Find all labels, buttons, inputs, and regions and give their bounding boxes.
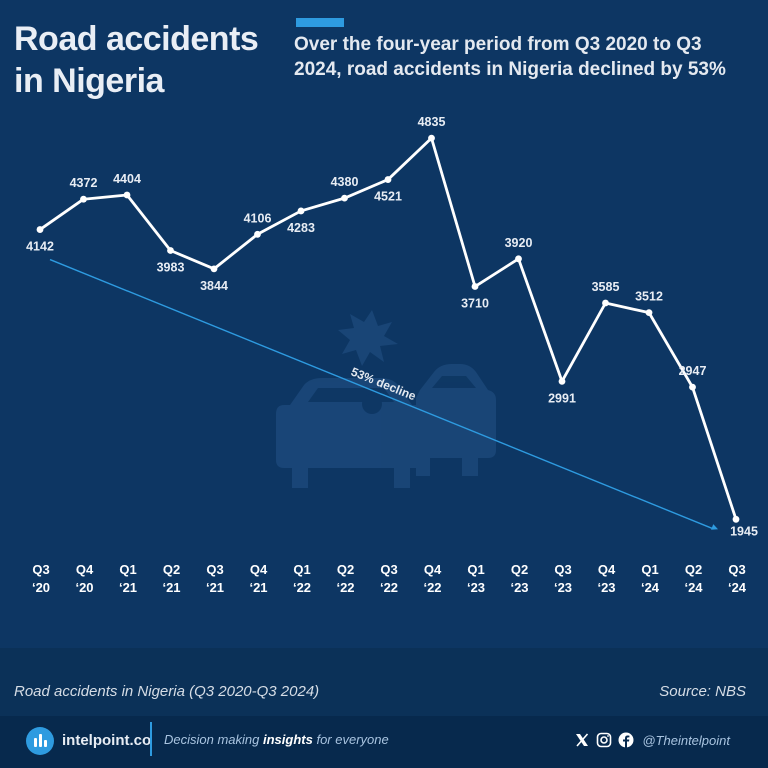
- chart-title: Road accidents in Nigeria: [14, 20, 259, 100]
- x-tick-label-year: ‘24: [684, 580, 703, 595]
- x-tick-label-year: ‘23: [597, 580, 615, 595]
- data-point: [732, 515, 740, 523]
- data-point: [428, 134, 435, 142]
- data-label: 4380: [331, 175, 359, 189]
- x-tick-label-quarter: Q4: [250, 562, 268, 577]
- data-label: 3585: [592, 280, 620, 294]
- facebook-icon[interactable]: [618, 732, 634, 748]
- x-tick-label-year: ‘20: [75, 580, 93, 595]
- social-links: @Theintelpoint: [574, 730, 730, 750]
- x-tick-label-year: ‘21: [162, 580, 180, 595]
- x-tick-label-year: ‘21: [249, 580, 267, 595]
- trend-arrowhead: [711, 524, 718, 530]
- data-point: [297, 207, 305, 215]
- data-label: 3512: [635, 290, 663, 304]
- x-tick-label-quarter: Q4: [598, 562, 616, 577]
- data-point: [210, 265, 218, 273]
- source-note: Source: NBS: [659, 683, 746, 700]
- x-tick-label-year: ‘22: [423, 580, 441, 595]
- data-point: [515, 255, 522, 263]
- x-tick-label-quarter: Q1: [119, 562, 136, 577]
- accent-bar: [296, 18, 344, 27]
- data-point: [602, 299, 609, 307]
- brand-divider: [150, 722, 152, 756]
- x-tick-label-quarter: Q2: [163, 562, 180, 577]
- x-tick-label-year: ‘21: [119, 580, 137, 595]
- tagline-post: for everyone: [312, 732, 389, 747]
- x-tick-label-year: ‘22: [336, 580, 354, 595]
- data-point: [471, 283, 479, 290]
- data-point: [341, 194, 348, 202]
- data-point: [558, 377, 566, 385]
- x-tick-label-quarter: Q1: [641, 562, 658, 577]
- footer-band: [0, 648, 768, 716]
- x-tick-label-year: ‘24: [641, 580, 660, 595]
- x-tick-label-year: ‘22: [293, 580, 311, 595]
- x-tick-label-quarter: Q2: [685, 562, 702, 577]
- data-label: 3710: [461, 297, 489, 311]
- x-tick-label-quarter: Q3: [32, 562, 49, 577]
- car-crash-illustration: [276, 310, 496, 488]
- data-point: [254, 230, 261, 238]
- data-point: [123, 191, 131, 199]
- data-label: 3920: [505, 236, 533, 250]
- x-tick-label-quarter: Q2: [511, 562, 528, 577]
- x-tick-label-year: ‘22: [380, 580, 398, 595]
- x-twitter-icon[interactable]: [574, 732, 590, 748]
- tagline-pre: Decision making: [164, 732, 263, 747]
- data-label: 4521: [374, 190, 402, 204]
- x-tick-label-quarter: Q4: [424, 562, 442, 577]
- data-point: [689, 383, 696, 391]
- data-label: 3983: [157, 261, 185, 275]
- x-tick-label-year: ‘21: [206, 580, 224, 595]
- brand-name[interactable]: intelpoint.co: [62, 732, 152, 749]
- data-label: 4404: [113, 172, 141, 186]
- data-label: 4835: [418, 115, 446, 129]
- x-tick-label-quarter: Q3: [728, 562, 745, 577]
- car-window: [308, 376, 476, 414]
- data-label: 3844: [200, 279, 228, 293]
- x-tick-label-year: ‘24: [728, 580, 747, 595]
- brand-tagline: Decision making insights for everyone: [164, 732, 389, 747]
- data-point: [384, 176, 392, 183]
- x-tick-label-quarter: Q4: [76, 562, 94, 577]
- brand-bar: [0, 716, 768, 768]
- trend-line: [49, 258, 713, 529]
- chart-caption: Road accidents in Nigeria (Q3 2020-Q3 20…: [14, 683, 320, 700]
- data-label: 2947: [679, 364, 707, 378]
- x-tick-label-year: ‘20: [32, 580, 50, 595]
- intelpoint-logo-icon[interactable]: [26, 727, 54, 755]
- x-tick-label-quarter: Q3: [206, 562, 223, 577]
- x-tick-label-year: ‘23: [510, 580, 528, 595]
- data-label: 2991: [548, 391, 576, 405]
- tagline-bold: insights: [263, 732, 313, 747]
- data-point: [645, 309, 653, 317]
- x-tick-label-quarter: Q3: [380, 562, 397, 577]
- data-label: 4106: [244, 211, 272, 225]
- data-label: 4372: [70, 176, 98, 190]
- data-point: [167, 247, 174, 254]
- x-tick-label-quarter: Q3: [554, 562, 571, 577]
- x-tick-label-quarter: Q1: [467, 562, 484, 577]
- data-label: 4142: [26, 240, 54, 254]
- social-handle[interactable]: @Theintelpoint: [642, 732, 730, 748]
- x-tick-label-year: ‘23: [467, 580, 485, 595]
- data-point: [80, 195, 87, 203]
- data-label: 4283: [287, 221, 315, 235]
- x-tick-label-quarter: Q2: [337, 562, 354, 577]
- data-label: 1945: [730, 524, 758, 538]
- data-point: [36, 226, 44, 233]
- x-tick-label-quarter: Q1: [293, 562, 310, 577]
- instagram-icon[interactable]: [596, 732, 612, 748]
- x-tick-label-year: ‘23: [554, 580, 572, 595]
- chart-subtitle: Over the four-year period from Q3 2020 t…: [294, 34, 726, 80]
